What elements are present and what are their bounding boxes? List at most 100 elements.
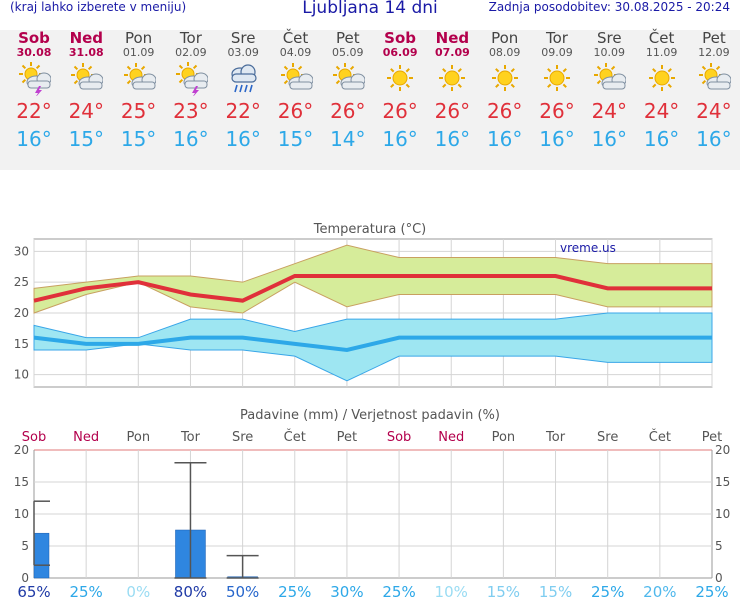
day-name: Sob xyxy=(384,29,417,47)
forecast-day: Sre 10.09 24° 16° xyxy=(583,30,635,151)
y-tick-label-right: 10 xyxy=(715,507,730,521)
sun-icon xyxy=(636,62,688,96)
day-date: 02.09 xyxy=(175,46,207,59)
sun-icon xyxy=(374,62,426,96)
forecast-day: Ned 07.09 26° 16° xyxy=(426,30,478,151)
sun-cloud-icon xyxy=(270,62,322,96)
high-temp: 26° xyxy=(539,99,575,123)
day-date: 04.09 xyxy=(279,46,312,59)
sun-icon xyxy=(426,62,478,96)
sun-cloud-icon xyxy=(322,62,374,96)
sun-icon xyxy=(531,62,583,96)
precip-probability: 50% xyxy=(226,583,259,600)
day-date: 07.09 xyxy=(434,46,470,59)
sun-cloud-thunder-icon xyxy=(8,62,60,98)
precip-probability: 20% xyxy=(643,583,676,600)
precip-probability: 25% xyxy=(382,583,415,600)
day-date: 09.09 xyxy=(541,46,573,59)
precip-probability: 0% xyxy=(126,583,150,600)
forecast-day: Pon 01.09 25° 15° xyxy=(113,30,165,151)
y-tick-label: 20 xyxy=(14,443,29,457)
x-tick-label: Pet xyxy=(702,430,722,445)
forecast-day: Čet 04.09 26° 15° xyxy=(270,30,322,151)
temperature-chart: Temperatura (°C) 10 15 20 25 30 vreme.us xyxy=(14,222,713,388)
low-temp: 15° xyxy=(277,127,314,151)
sun-cloud-icon xyxy=(583,62,635,96)
day-date: 10.09 xyxy=(593,46,626,59)
day-name: Ned xyxy=(69,29,104,47)
day-name: Čet xyxy=(648,29,675,47)
day-date: 03.09 xyxy=(227,46,259,59)
precip-bar xyxy=(33,532,50,579)
precip-probability: 10% xyxy=(435,583,468,600)
y-tick-label: 0 xyxy=(21,571,29,585)
high-temp: 25° xyxy=(120,99,157,123)
forecast-day: Sre 03.09 22° 16° xyxy=(217,30,269,151)
x-tick-label: Sob xyxy=(22,430,46,445)
high-temp-band xyxy=(33,244,713,314)
x-tick-label: Ned xyxy=(73,430,99,445)
sun-cloud-icon xyxy=(113,62,165,96)
location-hint[interactable]: (kraj lahko izberete v meniju) xyxy=(10,0,187,14)
high-temp: 26° xyxy=(434,99,471,123)
sun-cloud-icon xyxy=(60,62,112,96)
precip-probability: 25% xyxy=(695,583,728,600)
low-temp: 16° xyxy=(486,127,523,151)
day-name: Tor xyxy=(546,29,568,47)
x-tick-label: Ned xyxy=(438,430,464,445)
precip-probability: 25% xyxy=(69,583,102,600)
day-name: Ned xyxy=(435,29,470,47)
precip-probability: 15% xyxy=(539,583,572,600)
low-temp: 16° xyxy=(225,127,261,151)
low-temp: 16° xyxy=(591,127,628,151)
x-tick-label: Tor xyxy=(545,430,566,445)
low-temp: 16° xyxy=(643,127,680,151)
day-date: 06.09 xyxy=(382,46,418,59)
y-tick-label: 5 xyxy=(21,539,29,553)
day-name: Sob xyxy=(18,29,50,47)
x-tick-label: Pon xyxy=(492,430,516,445)
x-tick-label: Sre xyxy=(232,430,253,445)
page-title: Ljubljana 14 dni xyxy=(302,0,438,18)
day-name: Pet xyxy=(335,29,360,47)
cloud-rain-icon xyxy=(217,62,269,96)
x-tick-label: Tor xyxy=(180,430,201,445)
y-tick-label: 20 xyxy=(14,306,29,320)
header-bar: (kraj lahko izberete v meniju) Ljubljana… xyxy=(0,0,740,20)
chart-title: Padavine (mm) / Verjetnost padavin (%) xyxy=(240,408,500,423)
x-tick-label: Čet xyxy=(284,429,306,445)
x-tick-label: Pon xyxy=(127,430,151,445)
high-temp: 24° xyxy=(643,99,680,123)
low-temp: 15° xyxy=(120,127,157,151)
y-tick-label-right: 15 xyxy=(715,475,730,489)
day-date: 11.09 xyxy=(645,46,678,59)
day-name: Pon xyxy=(491,29,519,47)
precip-probability: 25% xyxy=(591,583,624,600)
precip-probability: 25% xyxy=(278,583,311,600)
day-date: 08.09 xyxy=(488,46,521,59)
low-temp: 15° xyxy=(68,127,105,151)
y-tick-label: 15 xyxy=(14,337,29,351)
chart-watermark: vreme.us xyxy=(560,241,616,255)
low-temp: 16° xyxy=(539,127,575,151)
day-date: 01.09 xyxy=(122,46,155,59)
y-tick-label-right: 5 xyxy=(715,539,723,553)
low-temp: 16° xyxy=(16,127,52,151)
forecast-day: Ned 31.08 24° 15° xyxy=(60,30,112,151)
daily-forecast: Sob 30.08 22° 16° Ned 31.08 24° 15° Pon … xyxy=(0,30,740,170)
sun-cloud-thunder-icon xyxy=(165,62,217,98)
high-temp: 26° xyxy=(277,99,314,123)
forecast-day: Sob 30.08 22° 16° xyxy=(8,30,60,151)
y-tick-label-right: 20 xyxy=(715,443,730,457)
x-tick-label: Čet xyxy=(649,429,671,445)
y-tick-label: 30 xyxy=(14,244,29,258)
day-date: 12.09 xyxy=(698,46,730,59)
chart-title: Temperatura (°C) xyxy=(313,222,426,237)
precip-probability: 30% xyxy=(330,583,363,600)
last-update: Zadnja posodobitev: 30.08.2025 - 20:24 xyxy=(488,0,730,14)
day-date: 05.09 xyxy=(332,46,364,59)
high-temp: 26° xyxy=(486,99,523,123)
low-temp: 14° xyxy=(330,127,366,151)
sun-icon xyxy=(479,62,531,96)
x-tick-label: Sre xyxy=(597,430,618,445)
